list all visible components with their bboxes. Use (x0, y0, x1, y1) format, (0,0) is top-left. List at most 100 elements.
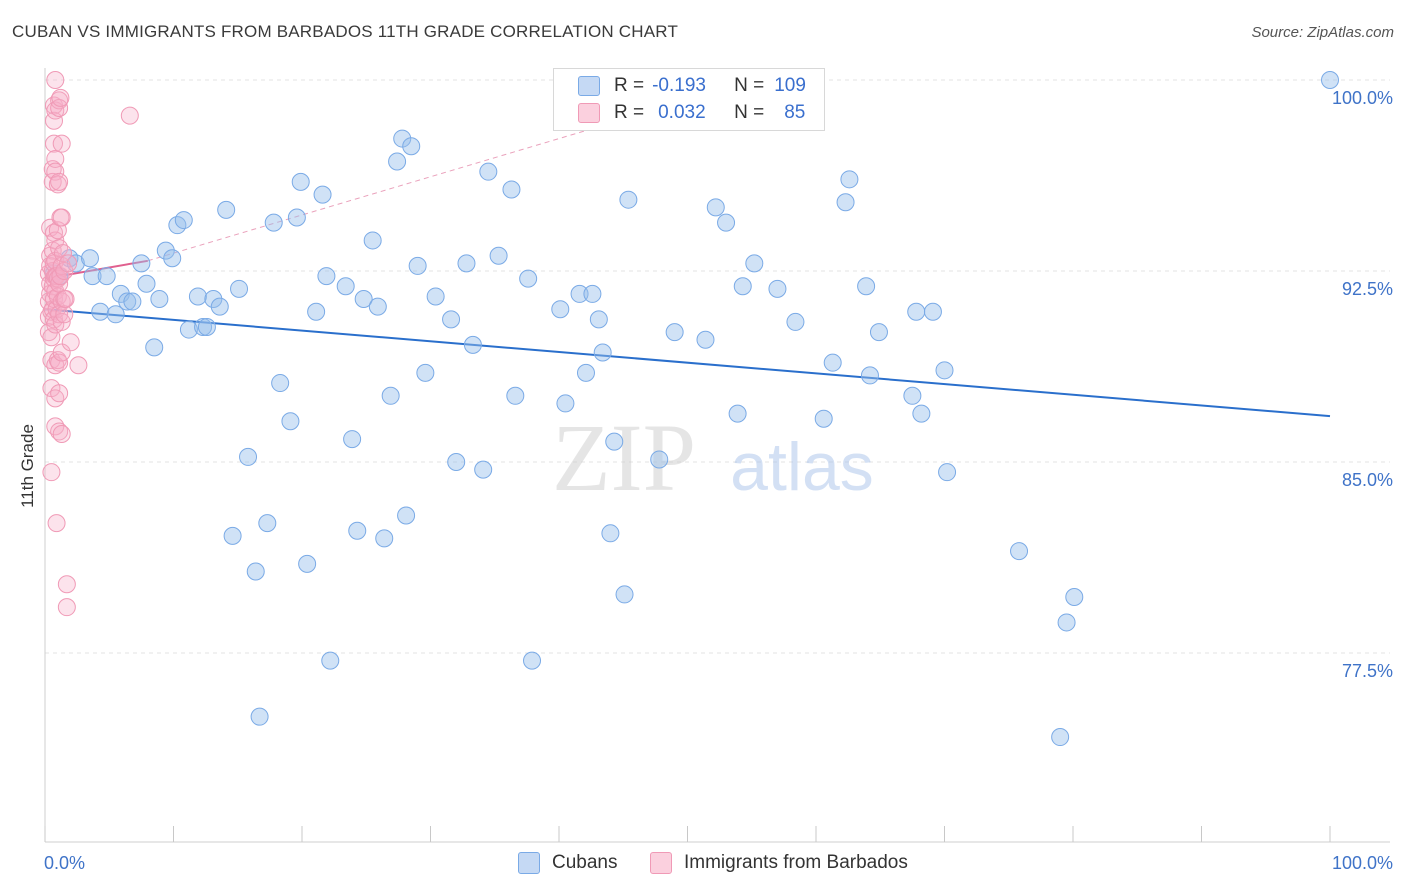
cubans-point (132, 254, 151, 273)
gridlines (45, 79, 1390, 654)
cubans-point (474, 460, 493, 479)
cubans-point (336, 277, 355, 296)
barbados-point (57, 575, 76, 594)
barbados-legend-swatch (650, 852, 672, 874)
x-tick-label: 100.0% (1332, 853, 1393, 873)
stats-row-barbados: R = 0.032 N = 85 (578, 101, 805, 125)
cubans-point (1051, 728, 1070, 747)
cubans-point (179, 320, 198, 339)
cubans-legend-swatch (518, 852, 540, 874)
cubans-point (506, 386, 525, 405)
cubans-n-value: 109 (774, 75, 806, 96)
barbados-point (47, 514, 66, 533)
cubans-point (307, 302, 326, 321)
cubans-point (354, 290, 373, 309)
cubans-point (397, 506, 416, 525)
barbados-point (46, 71, 65, 89)
chart-title: CUBAN VS IMMIGRANTS FROM BARBADOS 11TH G… (12, 22, 679, 41)
cubans-point (717, 213, 736, 232)
cubans-point (551, 300, 570, 319)
cubans-point (912, 404, 931, 423)
cubans-point (601, 524, 620, 543)
cubans-point (83, 267, 102, 286)
barbados-point (46, 149, 65, 168)
cubans-point (188, 287, 207, 306)
cubans-point (696, 330, 715, 349)
cubans-point (298, 554, 317, 573)
barbados-point (55, 305, 74, 324)
cubans-point (137, 274, 156, 293)
barbados-point (52, 134, 71, 153)
cubans-point (118, 292, 137, 311)
cubans-point (287, 208, 306, 227)
cubans-point (264, 213, 283, 232)
series-legend: Cubans Immigrants from Barbados (0, 852, 1406, 878)
cubans-point (1057, 613, 1076, 632)
tick-labels: 77.5% 85.0% 92.5% 100.0% 0.0% 100.0% (44, 88, 1393, 873)
y-tick-label: 100.0% (1332, 88, 1393, 108)
cubans-point (650, 450, 669, 469)
barbados-point (59, 254, 78, 273)
data-points (39, 71, 1339, 747)
cubans-point (281, 412, 300, 431)
barbados-point (52, 208, 71, 227)
cubans-point (388, 152, 407, 171)
cubans-point (583, 284, 602, 303)
cubans-point (381, 386, 400, 405)
cubans-point (786, 312, 805, 331)
cubans-point (368, 297, 387, 316)
watermark-zip: ZIP (552, 404, 696, 511)
barbados-point (44, 134, 63, 153)
cubans-point (903, 386, 922, 405)
barbados-point (53, 244, 72, 263)
trend-lines (44, 115, 1331, 418)
cubans-point (814, 409, 833, 428)
cubans-point (80, 249, 99, 268)
barbados-point (42, 463, 61, 482)
source-credit: Source: ZipAtlas.com (1251, 24, 1394, 41)
cubans-point (463, 335, 482, 354)
cubans-point (204, 290, 223, 309)
y-axis-label: 11th Grade (18, 424, 37, 508)
cubans-point (402, 137, 421, 156)
cubans-point (619, 190, 638, 209)
cubans-point (150, 290, 169, 309)
barbados-swatch (578, 103, 600, 123)
barbados-point (52, 424, 71, 443)
watermark-atlas: atlas (730, 429, 874, 505)
cubans-trend-line (44, 308, 1331, 418)
barbados-point (50, 353, 69, 372)
barbados-point (120, 106, 139, 125)
cubans-point (363, 231, 382, 250)
cubans-point (869, 323, 888, 342)
cubans-point (706, 198, 725, 217)
barbados-point (56, 290, 75, 309)
cubans-point (733, 277, 752, 296)
cubans-point (375, 529, 394, 548)
cubans-point (1065, 587, 1084, 606)
cubans-point (556, 394, 575, 413)
cubans-point (106, 305, 125, 324)
cubans-point (665, 323, 684, 342)
barbados-n-value: 85 (784, 102, 806, 123)
cubans-point (271, 374, 290, 393)
cubans-point (223, 526, 242, 545)
cubans-point (123, 292, 142, 311)
cubans-point (605, 432, 624, 451)
cubans-point (840, 170, 859, 189)
barbados-r-value: 0.032 (658, 102, 706, 123)
cubans-point (313, 185, 332, 204)
cubans-point (246, 562, 265, 581)
legend-item-cubans[interactable]: Cubans (518, 852, 618, 874)
barbados-point (50, 384, 69, 403)
barbados-point (52, 343, 71, 362)
cubans-swatch (578, 76, 600, 96)
barbados-trend-extension (147, 115, 637, 262)
cubans-point (163, 249, 182, 268)
cubans-point (479, 162, 498, 181)
cubans-point (250, 707, 269, 726)
cubans-point (938, 463, 957, 482)
legend-item-barbados[interactable]: Immigrants from Barbados (650, 852, 908, 874)
cubans-point (457, 254, 476, 273)
